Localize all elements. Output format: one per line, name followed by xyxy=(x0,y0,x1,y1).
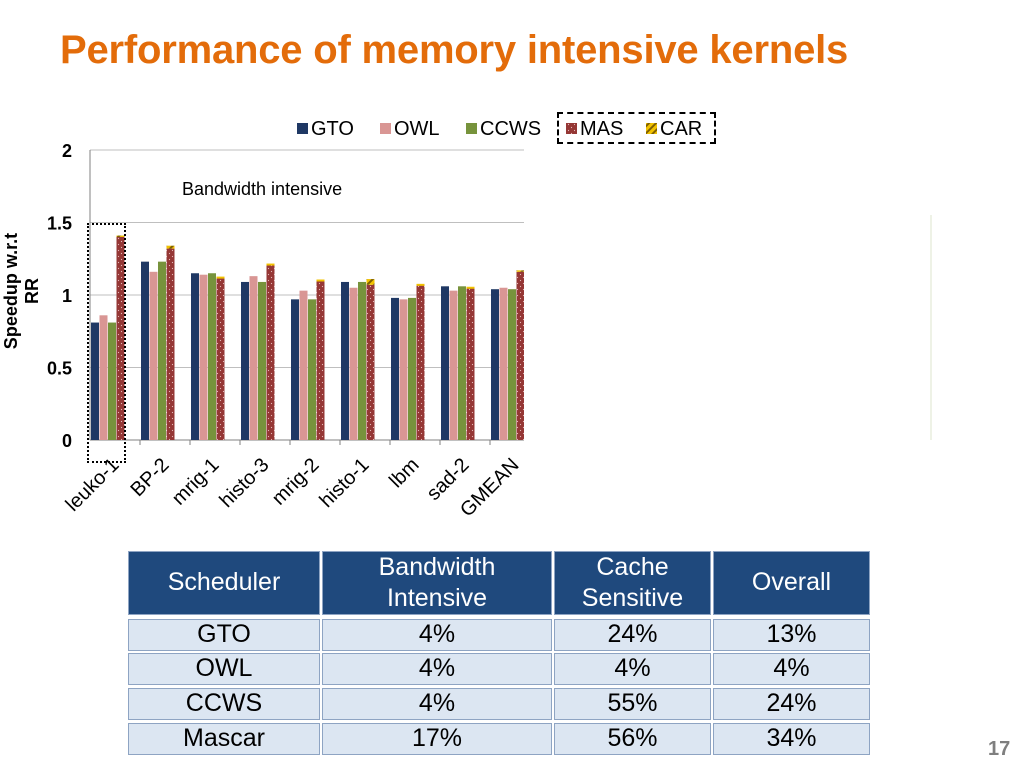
table-cell: 4% xyxy=(322,688,552,720)
bar-gto-mrig-1 xyxy=(191,273,199,440)
x-tick-label: mrig-2 xyxy=(268,454,324,510)
bar-mas-histo-3 xyxy=(266,264,275,440)
y-tick-label: 2 xyxy=(62,141,72,161)
bar-owl-mrig-2 xyxy=(299,290,308,440)
chart-bars xyxy=(91,235,525,440)
bar-gto-histo-1 xyxy=(341,281,349,440)
bar-mas-lbm xyxy=(416,284,425,440)
bar-mas-sad-2 xyxy=(466,287,475,440)
speedup-bar-chart: 0 0.5 1 1.5 2 leuko-1 BP-2mrig-1histo-3mrig-2h… xyxy=(46,118,948,522)
mascar-legend-highlight xyxy=(557,112,716,144)
table-cell: 13% xyxy=(713,619,870,651)
bar-car-histo-1 xyxy=(366,279,375,285)
table-cell: CCWS xyxy=(128,688,320,720)
legend-label-ccws: CCWS xyxy=(480,118,541,140)
x-tick-label: histo-3 xyxy=(216,454,274,512)
bar-gto-lbm xyxy=(391,297,399,440)
table-cell: GTO xyxy=(128,619,320,651)
bar-owl-leuko-1 xyxy=(99,315,108,440)
legend-swatch-car xyxy=(646,123,657,134)
table-cell: Mascar xyxy=(128,723,320,755)
bar-owl-mrig-1 xyxy=(199,274,208,440)
bar-gto-mrig-2 xyxy=(291,299,299,440)
faint-gridline xyxy=(930,215,932,440)
x-tick-label: lbm xyxy=(385,454,423,492)
chart-annotation: Bandwidth intensive xyxy=(182,179,342,199)
bar-gto-gmean xyxy=(491,289,499,440)
bar-mas-mrig-2 xyxy=(316,280,325,440)
bar-ccws-lbm xyxy=(408,297,416,440)
bar-owl-histo-1 xyxy=(349,287,358,440)
table-cell: 55% xyxy=(554,688,711,720)
x-tick-label: BP-2 xyxy=(127,454,174,501)
table-header-cell: Cache Sensitive xyxy=(554,551,711,615)
bar-ccws-gmean xyxy=(508,289,516,440)
bar-ccws-histo-3 xyxy=(258,281,266,440)
legend-swatch-mas xyxy=(566,123,577,134)
table-cell: 4% xyxy=(713,653,870,685)
bar-mas-gmean xyxy=(516,271,525,440)
table-cell: 34% xyxy=(713,723,870,755)
bar-car-mrig-1 xyxy=(216,276,225,279)
bar-mas-bp-2 xyxy=(166,248,175,440)
legend-label-owl: OWL xyxy=(394,118,440,140)
chart-mask xyxy=(524,140,948,445)
table-header-cell: Scheduler xyxy=(128,551,320,615)
bar-ccws-mrig-2 xyxy=(308,299,316,440)
bar-gto-histo-3 xyxy=(241,281,249,440)
bar-owl-lbm xyxy=(399,299,408,440)
y-tick-label: 0.5 xyxy=(47,359,72,379)
bar-owl-bp-2 xyxy=(149,271,158,440)
bar-owl-sad-2 xyxy=(449,290,458,440)
bar-car-mrig-2 xyxy=(316,279,325,282)
leuko-highlight-box xyxy=(87,223,126,463)
table-cell: 4% xyxy=(554,653,711,685)
legend-swatch-owl xyxy=(380,123,391,134)
bar-ccws-leuko-1 xyxy=(108,322,116,440)
bar-gto-bp-2 xyxy=(141,261,149,440)
bar-ccws-bp-2 xyxy=(158,261,166,440)
y-tick-label: 1 xyxy=(62,286,72,306)
bar-mas-leuko-1 xyxy=(116,237,125,440)
table-cell: 56% xyxy=(554,723,711,755)
y-tick-label: 1.5 xyxy=(47,214,72,234)
chart-legend: GTO OWL CCWS MAS CAR xyxy=(297,118,702,140)
bar-mas-mrig-1 xyxy=(216,277,225,440)
table-cell: 24% xyxy=(713,688,870,720)
table-cell: 17% xyxy=(322,723,552,755)
legend-label-gto: GTO xyxy=(311,118,354,140)
x-tick-label: histo-1 xyxy=(316,454,374,512)
bar-car-gmean xyxy=(516,270,525,272)
bar-car-lbm xyxy=(416,283,425,286)
table-header-cell: Bandwidth Intensive xyxy=(322,551,552,615)
bar-owl-histo-3 xyxy=(249,276,258,440)
bar-car-sad-2 xyxy=(466,286,475,289)
table-cell: 4% xyxy=(322,619,552,651)
page-number: 17 xyxy=(988,738,1011,760)
bar-gto-leuko-1 xyxy=(91,322,99,440)
bar-ccws-sad-2 xyxy=(458,286,466,440)
table-cell: 24% xyxy=(554,619,711,651)
bar-gto-sad-2 xyxy=(441,286,449,440)
x-tick-label: mrig-1 xyxy=(168,454,224,510)
table-cell: 4% xyxy=(322,653,552,685)
legend-swatch-ccws xyxy=(466,123,477,134)
table-cell: OWL xyxy=(128,653,320,685)
bar-car-bp-2 xyxy=(166,245,175,249)
y-tick-label: 0 xyxy=(62,431,72,451)
bar-mas-histo-1 xyxy=(366,284,375,440)
bar-car-histo-3 xyxy=(266,263,275,266)
legend-label-car: CAR xyxy=(660,118,702,140)
bar-owl-gmean xyxy=(499,287,508,440)
bar-ccws-mrig-1 xyxy=(208,273,216,440)
table-header-cell: Overall xyxy=(713,551,870,615)
x-tick-label: leuko-1 xyxy=(62,454,124,516)
slide-title: Performance of memory intensive kernels xyxy=(60,28,849,72)
legend-swatch-gto xyxy=(297,123,308,134)
legend-label-mas: MAS xyxy=(580,118,623,140)
bar-car-leuko-1 xyxy=(116,235,125,237)
bar-ccws-histo-1 xyxy=(358,281,366,440)
